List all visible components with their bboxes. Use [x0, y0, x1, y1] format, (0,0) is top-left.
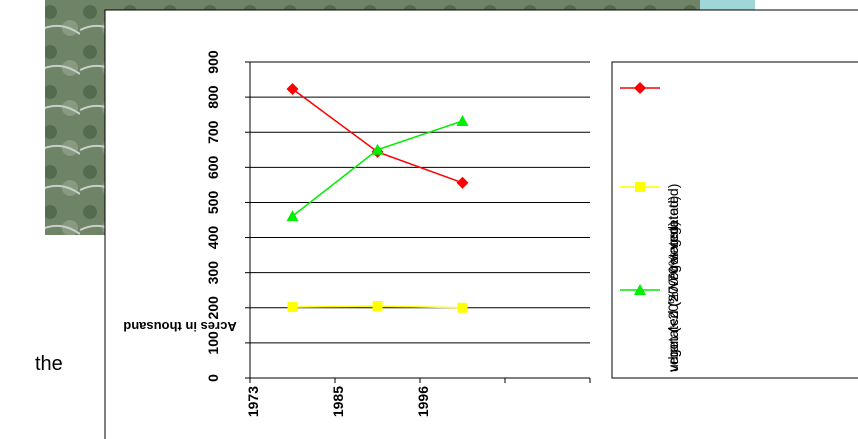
- marker: [635, 182, 645, 192]
- y-tick-label: 500: [205, 191, 221, 215]
- x-tick-label: 1996: [415, 386, 431, 417]
- marker: [634, 82, 646, 94]
- marker: [287, 302, 298, 313]
- marker: [371, 143, 384, 155]
- y-tick-label: 200: [205, 296, 221, 320]
- marker: [457, 302, 468, 313]
- satellite-image: [45, 0, 755, 235]
- y-tick-label: 600: [205, 155, 221, 179]
- marker: [456, 176, 469, 189]
- marker: [372, 301, 383, 312]
- y-tick-label: 800: [205, 85, 221, 109]
- y-tick-label: 700: [205, 120, 221, 144]
- y-axis-title: Acres in thousand: [123, 319, 236, 334]
- y-tick-label: 100: [205, 331, 221, 355]
- y-tick-label: 400: [205, 226, 221, 250]
- legend-label: vegetated (>70% vegetated): [665, 196, 681, 372]
- y-tick-label: 0: [205, 374, 221, 382]
- x-tick-label: 1973: [245, 386, 261, 417]
- y-tick-label: 900: [205, 50, 221, 74]
- marker: [456, 114, 469, 126]
- legend-label: urban (<20% vegetated): [665, 221, 681, 372]
- marker: [286, 83, 299, 96]
- body-text: the: [35, 353, 63, 375]
- y-tick-label: 300: [205, 261, 221, 285]
- marker: [634, 284, 646, 295]
- x-tick-label: 1985: [330, 386, 346, 417]
- legend-label: vegetated (20-70% vegetated): [665, 184, 681, 372]
- marker: [286, 210, 299, 222]
- legend-box: [611, 61, 858, 379]
